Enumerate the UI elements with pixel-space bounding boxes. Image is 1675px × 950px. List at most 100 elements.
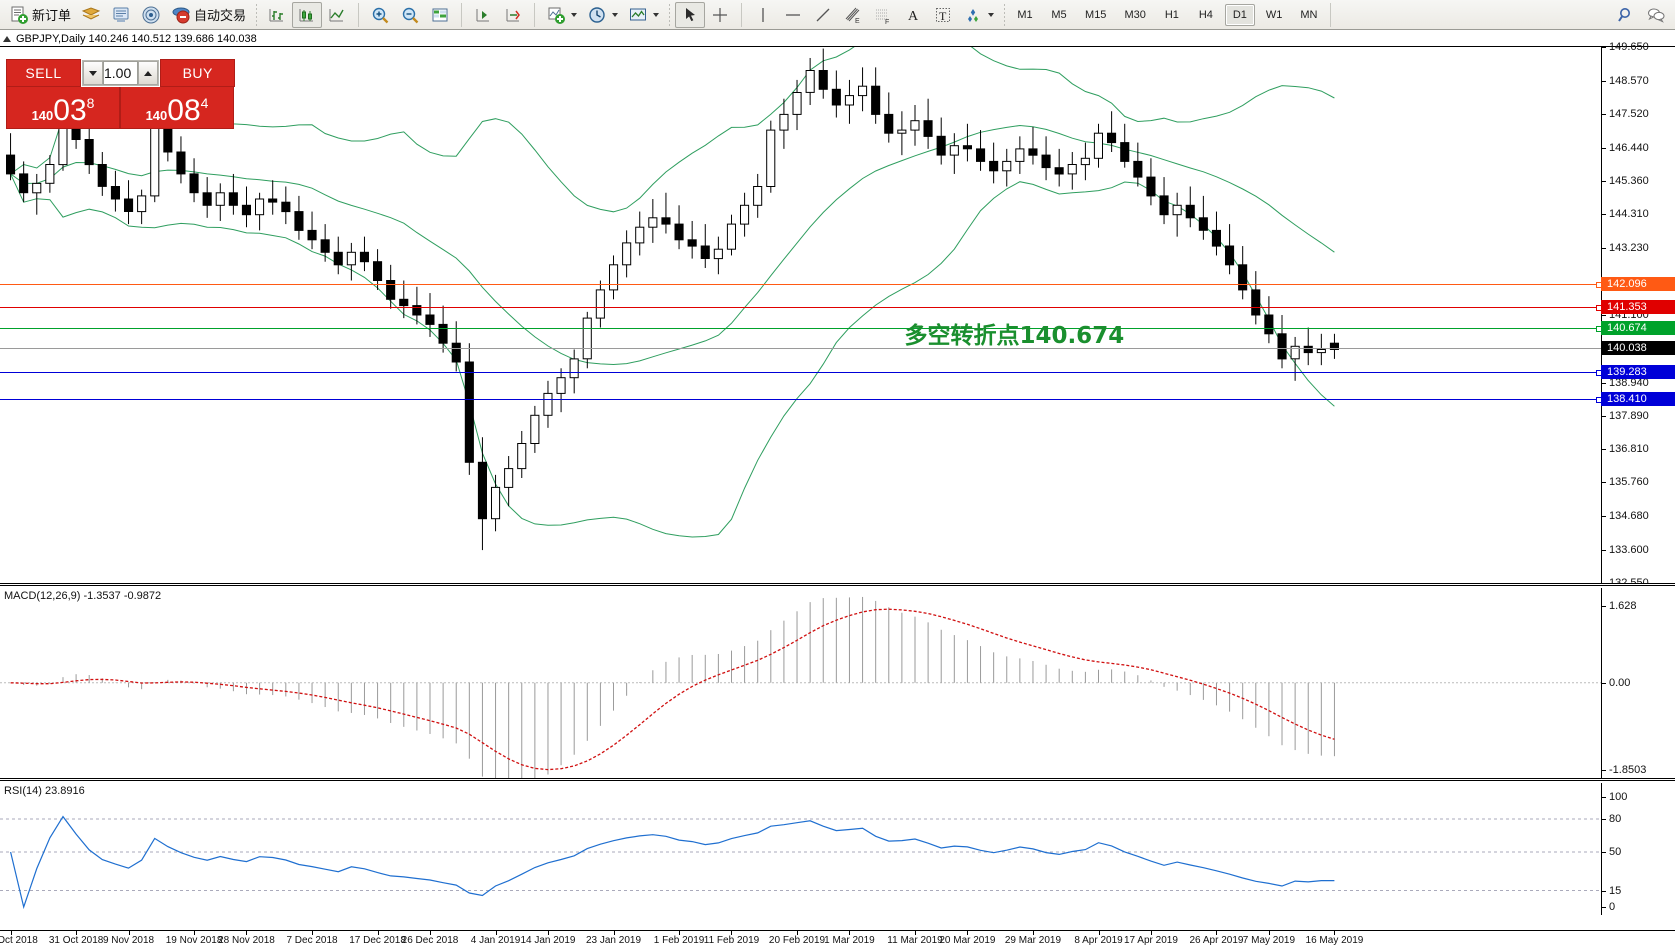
volume-control[interactable]: 1.00 [82, 60, 160, 86]
macd-indicator-label: MACD(12,26,9) -1.3537 -0.9872 [4, 590, 162, 602]
text-label-button[interactable]: T [928, 2, 958, 28]
timeframe-m5[interactable]: M5 [1051, 8, 1067, 21]
rsi-line [10, 815, 1335, 910]
candle-body [281, 201, 291, 213]
templates-button[interactable] [623, 2, 664, 28]
horizontal-line-button[interactable] [778, 2, 808, 28]
chart-shift-button[interactable] [498, 2, 528, 28]
chevron-down-icon-3[interactable] [653, 12, 660, 17]
sell-price-prefix: 140 [31, 108, 54, 123]
price-level-handle[interactable] [1596, 281, 1601, 288]
candle-body [1093, 132, 1104, 159]
price-level-line-support[interactable] [0, 369, 1601, 376]
auto-scroll-button[interactable] [468, 2, 498, 28]
periods-button[interactable] [582, 2, 623, 28]
price-level-handle[interactable] [1596, 369, 1601, 376]
timeframe-m30[interactable]: M30 [1124, 8, 1146, 21]
collapse-triangle-icon[interactable] [3, 35, 11, 42]
timeframe-h4[interactable]: H4 [1198, 8, 1213, 21]
price-plot[interactable]: 多空转折点140.674 [0, 47, 1601, 583]
toolbar-group-separator-2 [461, 2, 463, 27]
candle-body [137, 195, 147, 213]
buy-button[interactable]: BUY [160, 59, 236, 87]
price-level-line-support[interactable] [0, 397, 1601, 404]
zoom-in-button[interactable] [365, 2, 395, 28]
trendline-button[interactable] [808, 2, 838, 28]
volume-input[interactable]: 1.00 [103, 61, 139, 85]
zoom-out-button[interactable] [395, 2, 425, 28]
time-tick [128, 931, 130, 935]
volume-decrease-button[interactable] [83, 61, 103, 85]
macd-axis[interactable]: 1.628 0.00 -1.8503 [1601, 588, 1675, 778]
rsi-pane[interactable]: RSI(14) 23.8916 100 80 50 15 0 [0, 783, 1675, 915]
time-tick [613, 931, 615, 935]
horizontal-line-icon [783, 5, 803, 25]
rsi-tick-label: 15 [1609, 884, 1622, 897]
text-button[interactable]: A [898, 2, 928, 28]
time-tick [194, 931, 196, 935]
timeframe-h1[interactable]: H1 [1164, 8, 1179, 21]
rsi-axis[interactable]: 100 80 50 15 0 [1601, 783, 1675, 915]
candle-body [1185, 204, 1195, 219]
data-window-button[interactable] [425, 2, 455, 28]
strategy-tester-button[interactable] [136, 2, 166, 28]
vertical-line-button[interactable] [748, 2, 778, 28]
cursor-button[interactable] [675, 1, 706, 28]
buy-price[interactable]: 140 08 4 [120, 87, 234, 129]
search-button[interactable] [1611, 2, 1641, 28]
bar-chart-button[interactable] [262, 2, 292, 28]
chat-button[interactable] [1641, 2, 1671, 28]
timeframe-d1[interactable]: D1 [1224, 3, 1255, 26]
time-tick-label: 9 Nov 2018 [102, 935, 155, 946]
timeframe-m1[interactable]: M1 [1017, 8, 1033, 21]
timeframe-w1[interactable]: W1 [1265, 8, 1283, 21]
macd-plot[interactable] [0, 588, 1601, 778]
chevron-down-icon-2[interactable] [612, 12, 619, 17]
pane-separator-1[interactable] [0, 583, 1675, 586]
pane-separator-2[interactable] [0, 778, 1675, 781]
expert-advisors-button[interactable] [76, 2, 106, 28]
terminal-button[interactable] [106, 2, 136, 28]
book-icon [81, 5, 101, 25]
auto-trading-button[interactable]: 自动交易 [166, 2, 251, 28]
candle-body [923, 120, 933, 137]
caret-down-icon [89, 70, 97, 76]
candle-body [700, 245, 710, 259]
crosshair-button[interactable] [705, 2, 735, 28]
time-tick [1098, 931, 1100, 935]
indicators-button[interactable] [541, 2, 582, 28]
sell-price[interactable]: 140 03 8 [6, 87, 120, 129]
chevron-down-icon[interactable] [571, 12, 578, 17]
price-level-line-pivot[interactable] [0, 326, 1601, 333]
price-level-line-resistance[interactable] [0, 281, 1601, 288]
objects-button[interactable] [958, 2, 999, 28]
price-level-handle[interactable] [1596, 397, 1601, 404]
volume-increase-button[interactable] [138, 61, 159, 85]
line-chart-button[interactable] [322, 2, 352, 28]
timeframe-m15[interactable]: M15 [1085, 8, 1107, 21]
new-order-button[interactable]: 新订单 [4, 2, 76, 28]
candle-body [582, 317, 592, 360]
timeframe-mn[interactable]: MN [1300, 8, 1318, 21]
time-tick-label: 11 Feb 2019 [703, 935, 760, 946]
chart-container[interactable]: 多空转折点140.674 149.650 148.570 147.520 146.44… [0, 41, 1675, 950]
chevron-down-icon-4[interactable] [988, 12, 995, 17]
macd-signal-line [10, 608, 1335, 771]
candlestick-chart-button[interactable] [292, 1, 323, 28]
price-level-handle[interactable] [1596, 305, 1601, 312]
fibonacci-button[interactable]: F [868, 2, 898, 28]
rsi-plot[interactable] [0, 783, 1601, 915]
price-pane[interactable]: 多空转折点140.674 149.650 148.570 147.520 146.44… [0, 41, 1675, 589]
time-tick [914, 931, 916, 935]
price-level-handle[interactable] [1596, 326, 1601, 333]
price-level-line-current-price[interactable] [0, 348, 1601, 350]
equidistant-channel-button[interactable]: E [838, 2, 868, 28]
one-click-trading-panel[interactable]: SELL 1.00 BUY 140 03 8 140 08 4 [6, 59, 236, 129]
macd-tick [1602, 606, 1606, 607]
shapes-icon [963, 5, 983, 25]
sell-button[interactable]: SELL [6, 59, 81, 87]
macd-pane[interactable]: MACD(12,26,9) -1.3537 -0.9872 1.628 0.00 -… [0, 588, 1675, 778]
price-level-line-resistance[interactable] [0, 305, 1601, 312]
price-axis[interactable]: 149.650 148.570 147.520 146.440 145.360 144.3… [1601, 41, 1675, 589]
